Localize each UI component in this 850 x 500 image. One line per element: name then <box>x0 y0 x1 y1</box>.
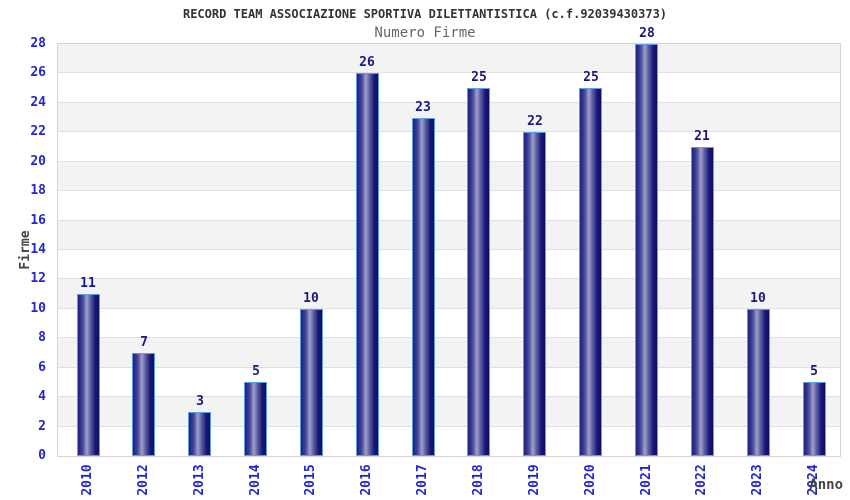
bar-value-label: 5 <box>252 364 260 379</box>
x-tick-label: 2021 <box>639 464 654 496</box>
bar <box>77 294 100 456</box>
bar-value-label: 25 <box>471 70 487 85</box>
bar <box>691 147 714 456</box>
grid-band <box>58 427 840 456</box>
x-tick-label: 2015 <box>303 464 318 496</box>
bar <box>356 73 379 456</box>
x-tick-label: 2010 <box>80 464 95 496</box>
x-tick-label: 2012 <box>136 464 151 496</box>
y-tick-label: 6 <box>38 360 46 375</box>
bar-value-label: 10 <box>303 291 319 306</box>
x-tick-label: 2014 <box>248 464 263 496</box>
bar <box>523 132 546 456</box>
x-axis-title: Anno <box>809 477 843 493</box>
grid-band <box>58 221 840 250</box>
y-tick-label: 22 <box>30 124 46 139</box>
bar <box>132 353 155 456</box>
bar-value-label: 10 <box>750 291 766 306</box>
bar <box>635 44 658 456</box>
y-tick-label: 10 <box>30 301 46 316</box>
bar-value-label: 26 <box>359 55 375 70</box>
bar <box>579 88 602 456</box>
y-tick-label: 18 <box>30 183 46 198</box>
y-tick-label: 12 <box>30 271 46 286</box>
y-tick-label: 16 <box>30 213 46 228</box>
bar-value-label: 28 <box>639 26 655 41</box>
bar <box>244 382 267 456</box>
bar-value-label: 23 <box>415 100 431 115</box>
chart-title: RECORD TEAM ASSOCIAZIONE SPORTIVA DILETT… <box>182 7 668 21</box>
y-tick-label: 26 <box>30 65 46 80</box>
bar <box>803 382 826 456</box>
plot-area <box>57 43 841 457</box>
bar <box>188 412 211 456</box>
grid-band <box>58 279 840 309</box>
bar <box>747 309 770 456</box>
bar <box>412 118 435 456</box>
x-tick-label: 2022 <box>694 464 709 496</box>
x-tick-label: 2023 <box>750 464 765 496</box>
grid-band <box>58 368 840 397</box>
y-tick-label: 14 <box>30 242 46 257</box>
y-tick-label: 24 <box>30 95 46 110</box>
y-tick-label: 0 <box>38 448 46 463</box>
y-tick-label: 8 <box>38 330 46 345</box>
y-tick-label: 4 <box>38 389 46 404</box>
x-tick-label: 2019 <box>527 464 542 496</box>
grid-band <box>58 250 840 279</box>
x-tick-label: 2017 <box>415 464 430 496</box>
bar <box>467 88 490 456</box>
grid-band <box>58 73 840 103</box>
x-tick-label: 2018 <box>471 464 486 496</box>
bar-value-label: 25 <box>583 70 599 85</box>
chart-subtitle: Numero Firme <box>374 25 476 41</box>
grid-band <box>58 309 840 338</box>
grid-band <box>58 397 840 427</box>
bar-value-label: 11 <box>80 276 96 291</box>
y-tick-label: 28 <box>30 36 46 51</box>
grid-band <box>58 162 840 191</box>
x-tick-label: 2020 <box>583 464 598 496</box>
bar-value-label: 21 <box>694 129 710 144</box>
x-tick-label: 2016 <box>359 464 374 496</box>
grid-band <box>58 338 840 368</box>
grid-band <box>58 191 840 221</box>
bar <box>300 309 323 456</box>
grid-band <box>58 103 840 132</box>
y-tick-label: 20 <box>30 154 46 169</box>
grid-band <box>58 44 840 73</box>
bar-value-label: 3 <box>196 394 204 409</box>
x-tick-label: 2013 <box>192 464 207 496</box>
bar-value-label: 5 <box>810 364 818 379</box>
bar-value-label: 7 <box>140 335 148 350</box>
bar-value-label: 22 <box>527 114 543 129</box>
y-tick-label: 2 <box>38 419 46 434</box>
